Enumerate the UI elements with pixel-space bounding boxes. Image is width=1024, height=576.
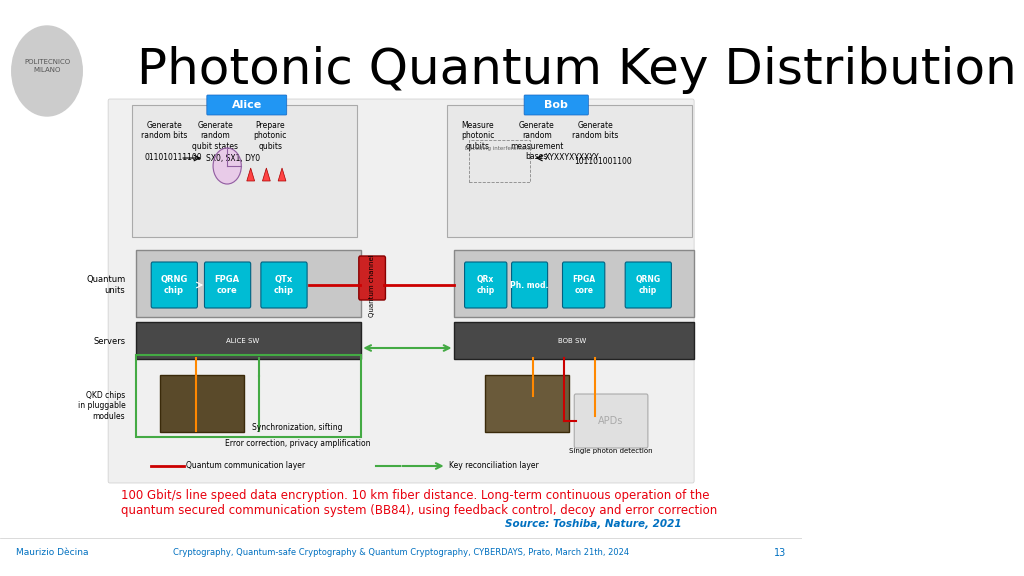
Text: SX0, SX1, DY0: SX0, SX1, DY0 xyxy=(206,153,260,162)
Text: QRNG
chip: QRNG chip xyxy=(160,275,187,295)
Text: Generate
random bits: Generate random bits xyxy=(572,121,618,141)
FancyBboxPatch shape xyxy=(261,262,307,308)
Text: Quantum
units: Quantum units xyxy=(86,275,125,295)
Text: POLITECNICO
MILANO: POLITECNICO MILANO xyxy=(24,59,70,73)
FancyBboxPatch shape xyxy=(485,375,568,432)
FancyBboxPatch shape xyxy=(132,105,357,237)
Text: Photonic Quantum Key Distribution: Photonic Quantum Key Distribution xyxy=(137,46,1017,94)
Text: Prepare
photonic
qubits: Prepare photonic qubits xyxy=(254,121,287,151)
FancyBboxPatch shape xyxy=(152,262,198,308)
FancyBboxPatch shape xyxy=(207,95,287,115)
Text: 011010111100: 011010111100 xyxy=(145,153,203,162)
FancyBboxPatch shape xyxy=(109,99,694,483)
Text: 100 Gbit/s line speed data encryption. 10 km fiber distance. Long-term continuou: 100 Gbit/s line speed data encryption. 1… xyxy=(122,489,710,502)
FancyBboxPatch shape xyxy=(524,95,589,115)
FancyBboxPatch shape xyxy=(447,105,692,237)
Text: Quantum channel: Quantum channel xyxy=(369,255,375,317)
Text: Single photon detection: Single photon detection xyxy=(569,448,653,454)
FancyBboxPatch shape xyxy=(136,250,361,317)
Text: Decoding interferometer: Decoding interferometer xyxy=(465,146,534,151)
Text: Quantum communication layer: Quantum communication layer xyxy=(186,461,305,471)
Text: quantum secured communication system (BB84), using feedback control, decoy and e: quantum secured communication system (BB… xyxy=(122,504,718,517)
Text: Synchronization, sifting: Synchronization, sifting xyxy=(253,423,343,433)
FancyBboxPatch shape xyxy=(454,250,694,317)
FancyBboxPatch shape xyxy=(574,394,648,448)
Text: Cryptography, Quantum-safe Cryptography & Quantum Cryptography, CYBERDAYS, Prato: Cryptography, Quantum-safe Cryptography … xyxy=(173,548,629,557)
Text: Error correction, privacy amplification: Error correction, privacy amplification xyxy=(225,438,371,448)
Polygon shape xyxy=(262,168,270,181)
Text: Servers: Servers xyxy=(93,336,125,346)
Circle shape xyxy=(213,148,242,184)
Text: Generate
random bits: Generate random bits xyxy=(141,121,187,141)
Text: XYXXYXYXXYY: XYXXYXYXXYY xyxy=(545,153,599,162)
FancyBboxPatch shape xyxy=(454,322,694,359)
Text: Key reconciliation layer: Key reconciliation layer xyxy=(449,461,539,471)
Text: Alice: Alice xyxy=(231,100,262,110)
Text: QRx
chip: QRx chip xyxy=(476,275,495,295)
Text: Generate
random
measurement
bases: Generate random measurement bases xyxy=(510,121,563,161)
Text: APDs: APDs xyxy=(598,416,624,426)
FancyBboxPatch shape xyxy=(465,262,507,308)
FancyBboxPatch shape xyxy=(160,375,244,432)
Circle shape xyxy=(11,26,82,116)
Text: Generate
random
qubit states: Generate random qubit states xyxy=(193,121,239,151)
FancyBboxPatch shape xyxy=(205,262,251,308)
Text: 13: 13 xyxy=(774,548,786,558)
FancyBboxPatch shape xyxy=(136,322,361,359)
FancyBboxPatch shape xyxy=(562,262,605,308)
Text: Bob: Bob xyxy=(545,100,568,110)
Text: Maurizio Dècina: Maurizio Dècina xyxy=(15,548,88,557)
Text: Source: Toshiba, Nature, 2021: Source: Toshiba, Nature, 2021 xyxy=(505,519,682,529)
FancyBboxPatch shape xyxy=(358,256,385,300)
FancyBboxPatch shape xyxy=(512,262,548,308)
Text: QTx
chip: QTx chip xyxy=(273,275,294,295)
Text: FPGA
core: FPGA core xyxy=(572,275,595,295)
Polygon shape xyxy=(247,168,255,181)
Text: FPGA
core: FPGA core xyxy=(215,275,240,295)
Text: 101101001100: 101101001100 xyxy=(574,157,632,165)
Text: Ph. mod.: Ph. mod. xyxy=(510,281,549,290)
FancyBboxPatch shape xyxy=(626,262,672,308)
Text: BOB SW: BOB SW xyxy=(558,338,586,344)
Text: ALICE SW: ALICE SW xyxy=(226,338,259,344)
Text: QKD chips
in pluggable
modules: QKD chips in pluggable modules xyxy=(78,391,125,421)
Text: QRNG
chip: QRNG chip xyxy=(635,275,660,295)
Polygon shape xyxy=(279,168,286,181)
Text: Measure
photonic
qubits: Measure photonic qubits xyxy=(461,121,495,151)
